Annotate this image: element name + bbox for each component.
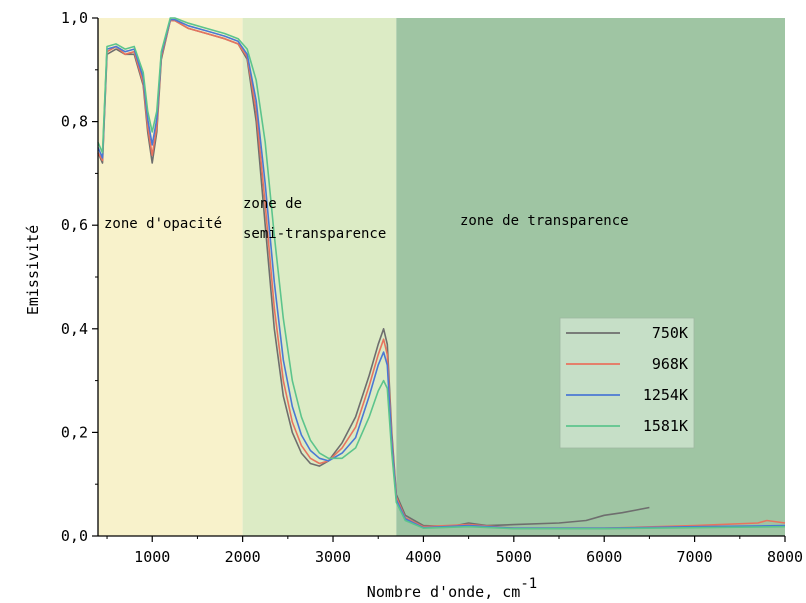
y-tick-label: 0,4 — [61, 320, 88, 338]
zone-label: zone de transparence — [460, 213, 629, 229]
y-tick-label: 0,2 — [61, 423, 88, 441]
legend-label: 1254K — [643, 386, 688, 404]
y-tick-label: 0,8 — [61, 113, 88, 131]
zone-band — [396, 18, 785, 536]
y-tick-label: 0,6 — [61, 216, 88, 234]
zone-label: zone d'opacité — [104, 216, 222, 232]
series-line — [97, 19, 650, 528]
x-tick-label: 5000 — [496, 548, 532, 566]
y-tick-label: 0,0 — [61, 527, 88, 545]
x-tick-label: 7000 — [677, 548, 713, 566]
zone-label: semi-transparence — [243, 226, 386, 242]
x-axis-title: Nombre d'onde, cm-1 — [367, 576, 537, 601]
zone-band — [98, 18, 243, 536]
legend: 750K 968K 1254K 1581K — [559, 317, 695, 449]
series-line — [97, 19, 786, 529]
series-line — [97, 17, 786, 530]
x-tick-label: 8000 — [767, 548, 803, 566]
x-tick-label: 1000 — [134, 548, 170, 566]
y-tick-label: 1,0 — [61, 9, 88, 27]
zone-band — [242, 18, 397, 536]
zone-label: zone de — [243, 196, 302, 212]
x-axis-title-text: Nombre d'onde, cm — [367, 583, 521, 601]
legend-label: 1581K — [643, 417, 688, 435]
x-axis-title-superscript: -1 — [520, 576, 537, 592]
x-tick-label: 6000 — [586, 548, 622, 566]
legend-label: 750K — [652, 324, 688, 342]
axes-layer: 1000 2000 3000 4000 5000 6000 7000 8000 0,0 0,2 0,… — [61, 9, 803, 566]
x-tick-label: 2000 — [225, 548, 261, 566]
series-line — [97, 18, 786, 529]
x-tick-label: 3000 — [315, 548, 351, 566]
zones-layer — [98, 18, 785, 536]
legend-label: 968K — [652, 355, 688, 373]
zone-labels-layer: zone d'opacité zone de semi-transparence zo… — [104, 196, 629, 242]
series-layer — [97, 17, 786, 530]
x-tick-label: 4000 — [405, 548, 441, 566]
y-axis-title: Emissivité — [24, 225, 42, 315]
